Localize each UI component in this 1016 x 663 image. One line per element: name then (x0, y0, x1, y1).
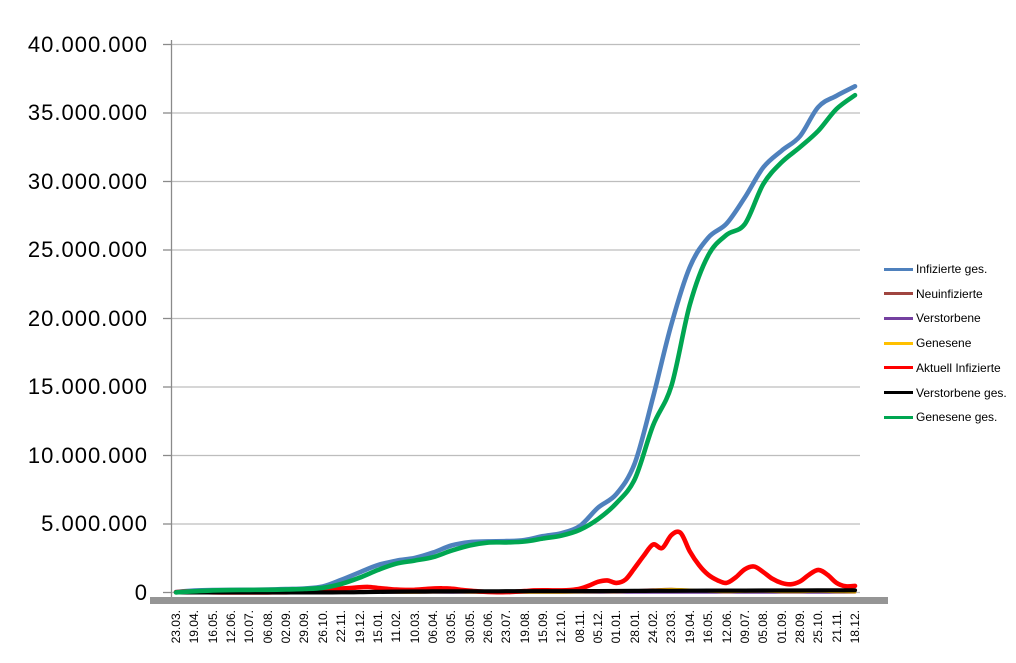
x-axis-label: 16.05. (701, 610, 716, 644)
x-axis-label: 16.05. (205, 610, 220, 644)
legend-item-infizierte-ges: Infizierte ges. (884, 261, 987, 277)
legend-label: Aktuell Infizierte (916, 360, 1001, 375)
legend-label: Neuinfizierte (916, 286, 983, 301)
x-axis-label: 30.05. (462, 610, 477, 644)
legend-label: Genesene ges. (916, 410, 998, 425)
x-axis-label: 15.01. (370, 610, 385, 644)
x-axis-label: 19.04. (682, 610, 697, 644)
legend-item-verstorbene: Verstorbene (884, 310, 981, 326)
y-axis-label: 40.000.000 (27, 31, 148, 57)
y-axis-label: 30.000.000 (27, 168, 148, 194)
x-axis-label: 23.07. (499, 610, 514, 644)
legend-key-infizierte-ges (884, 267, 913, 271)
x-axis-label: 18.12. (847, 610, 862, 644)
x-axis-label: 25.10. (811, 610, 826, 644)
legend-item-neuinfizierte: Neuinfizierte (884, 286, 983, 302)
x-axis-label: 26.06. (480, 610, 495, 644)
x-axis-label: 08.11. (572, 610, 587, 643)
y-axis-label: 0 (134, 579, 148, 605)
legend-key-genesene-ges (884, 415, 913, 419)
legend-label: Verstorbene ges. (916, 385, 1007, 400)
x-axis-label: 24.02. (646, 610, 661, 644)
x-axis-label: 10.03. (407, 610, 422, 644)
x-axis-label: 10.07. (242, 610, 257, 644)
legend-label: Verstorbene (916, 311, 981, 326)
x-axis-label: 02.09. (279, 610, 294, 644)
x-axis-label: 19.04. (187, 610, 202, 644)
x-axis-label: 28.01. (627, 610, 642, 644)
x-axis-label: 01.09. (774, 610, 789, 644)
x-axis-label: 06.04. (425, 610, 440, 644)
series-line-verstorbene-ges (173, 588, 858, 595)
x-axis-label: 05.12. (591, 610, 606, 644)
x-axis-label: 19.12. (352, 610, 367, 644)
legend: Infizierte ges. Neuinfizierte Verstorbene G… (884, 0, 1016, 663)
legend-key-verstorbene (884, 316, 913, 320)
legend-key-verstorbene-ges (884, 391, 913, 394)
x-axis-label: 15.09. (536, 610, 550, 644)
legend-label: Infizierte ges. (916, 262, 988, 276)
legend-label: Genesene (916, 336, 972, 351)
legend-item-genesene-ges: Genesene ges. (884, 409, 997, 425)
x-axis-label: 23.03. (664, 610, 679, 644)
x-axis-label: 06.08. (260, 610, 275, 644)
legend-item-aktuell-infizierte: Aktuell Infizierte (884, 360, 1001, 376)
series-line-genesene-ges (173, 92, 858, 595)
legend-key-aktuell-infizierte (884, 366, 913, 370)
x-axis-label: 28.09. (792, 610, 807, 644)
x-axis-band (150, 597, 888, 604)
x-axis-label: 12.06. (719, 610, 734, 644)
legend-item-verstorbene-ges: Verstorbene ges. (884, 385, 1007, 401)
x-axis-label: 21.11. (829, 610, 844, 643)
x-axis-label: 05.08. (756, 610, 771, 644)
y-axis-label: 10.000.000 (27, 442, 148, 468)
legend-key-genesene (884, 341, 913, 345)
y-axis-label: 35.000.000 (27, 100, 148, 125)
x-axis-label: 11.02. (389, 610, 404, 643)
x-axis-label: 01.01. (609, 610, 624, 644)
x-axis-label: 19.08. (517, 610, 532, 644)
legend-item-genesene: Genesene (884, 335, 971, 351)
y-axis-label: 5.000.000 (41, 511, 148, 536)
x-axis-label: 03.05. (444, 610, 459, 644)
x-axis-label: 09.07. (737, 610, 752, 644)
x-axis-label: 12.10. (554, 610, 569, 644)
x-axis-label: 26.10. (315, 610, 330, 644)
x-axis-label: 29.09. (297, 610, 312, 644)
legend-key-neuinfizierte (884, 292, 913, 296)
x-axis-label: 23.03. (169, 610, 183, 644)
x-axis-label: 22.11. (334, 610, 349, 643)
y-axis-label: 20.000.000 (27, 305, 148, 331)
series-line-infizierte-ges (173, 84, 858, 595)
x-axis-label: 12.06. (224, 610, 239, 644)
y-axis-label: 25.000.000 (27, 237, 148, 262)
y-axis-label: 15.000.000 (27, 374, 148, 399)
